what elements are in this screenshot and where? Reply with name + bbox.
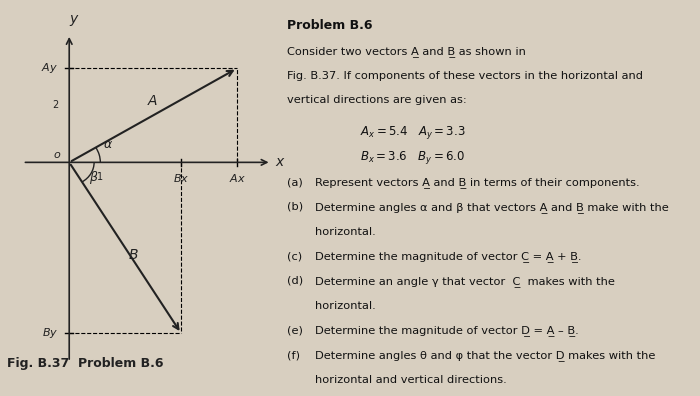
Text: $\alpha$: $\alpha$ bbox=[104, 138, 113, 151]
Text: Determine the magnitude of vector D̲ = A̲ – B̲.: Determine the magnitude of vector D̲ = A… bbox=[316, 326, 579, 336]
Text: $B_x = 3.6$   $B_y = 6.0$: $B_x = 3.6$ $B_y = 6.0$ bbox=[360, 148, 466, 166]
Text: $o$: $o$ bbox=[53, 150, 62, 160]
Text: $A$: $A$ bbox=[147, 94, 158, 109]
Text: $Ax$: $Ax$ bbox=[229, 172, 246, 185]
Text: $\beta$: $\beta$ bbox=[90, 169, 99, 186]
Text: (e): (e) bbox=[287, 326, 303, 335]
Text: horizontal and vertical directions.: horizontal and vertical directions. bbox=[316, 375, 508, 385]
Text: Consider two vectors A̲ and B̲ as shown in: Consider two vectors A̲ and B̲ as shown … bbox=[287, 46, 526, 57]
Text: $By$: $By$ bbox=[42, 326, 58, 341]
Text: Determine angles α and β that vectors A̲ and B̲ make with the: Determine angles α and β that vectors A̲… bbox=[316, 202, 669, 213]
Text: $Ay$: $Ay$ bbox=[41, 61, 58, 75]
Text: vertical directions are given as:: vertical directions are given as: bbox=[287, 95, 467, 105]
Text: horizontal.: horizontal. bbox=[316, 301, 376, 310]
Text: $A_x = 5.4$   $A_y = 3.3$: $A_x = 5.4$ $A_y = 3.3$ bbox=[360, 124, 466, 141]
Text: Problem B.6: Problem B.6 bbox=[287, 19, 372, 32]
Text: (c): (c) bbox=[287, 251, 302, 261]
Text: $y$: $y$ bbox=[69, 13, 79, 29]
Text: 2: 2 bbox=[52, 100, 58, 110]
Text: (b): (b) bbox=[287, 202, 303, 212]
Text: Determine an angle γ that vector  C̲  makes with the: Determine an angle γ that vector C̲ make… bbox=[316, 276, 615, 287]
Text: $B$: $B$ bbox=[128, 248, 139, 262]
Text: Determine angles θ and φ that the vector D̲ makes with the: Determine angles θ and φ that the vector… bbox=[316, 350, 656, 361]
Text: Fig. B.37  Problem B.6: Fig. B.37 Problem B.6 bbox=[6, 358, 163, 371]
Text: 1: 1 bbox=[97, 172, 104, 182]
Text: Represent vectors A̲ and B̲ in terms of their components.: Represent vectors A̲ and B̲ in terms of … bbox=[316, 177, 640, 188]
Text: (d): (d) bbox=[287, 276, 303, 286]
Text: Fig. B.37. If components of these vectors in the horizontal and: Fig. B.37. If components of these vector… bbox=[287, 70, 643, 81]
Text: $x$: $x$ bbox=[274, 155, 285, 169]
Text: (a): (a) bbox=[287, 177, 302, 187]
Text: (f): (f) bbox=[287, 350, 300, 360]
Text: Determine the magnitude of vector C̲ = A̲ + B̲.: Determine the magnitude of vector C̲ = A… bbox=[316, 251, 582, 262]
Text: $Bx$: $Bx$ bbox=[173, 172, 190, 185]
Text: horizontal.: horizontal. bbox=[316, 227, 376, 236]
